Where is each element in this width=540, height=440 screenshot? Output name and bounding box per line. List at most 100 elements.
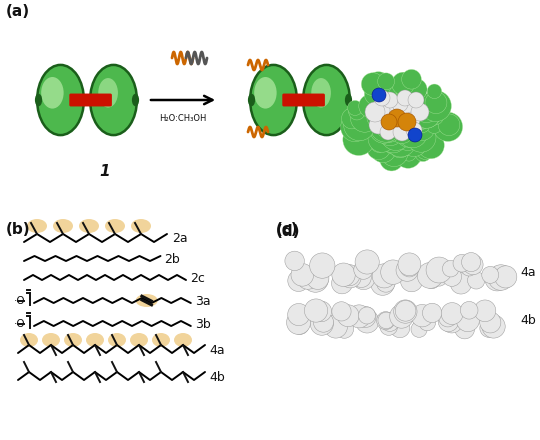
Ellipse shape bbox=[411, 321, 427, 337]
Ellipse shape bbox=[379, 120, 401, 142]
Ellipse shape bbox=[377, 73, 395, 90]
Ellipse shape bbox=[37, 65, 84, 135]
Ellipse shape bbox=[348, 305, 370, 328]
Ellipse shape bbox=[250, 65, 297, 135]
Ellipse shape bbox=[372, 92, 402, 122]
Text: 2a: 2a bbox=[172, 231, 187, 245]
Text: 3a: 3a bbox=[195, 294, 211, 308]
Ellipse shape bbox=[364, 82, 388, 106]
Ellipse shape bbox=[394, 76, 410, 93]
Ellipse shape bbox=[288, 314, 307, 333]
Ellipse shape bbox=[402, 147, 416, 161]
Ellipse shape bbox=[384, 103, 402, 121]
Ellipse shape bbox=[380, 147, 403, 171]
Ellipse shape bbox=[422, 303, 442, 323]
Ellipse shape bbox=[136, 294, 158, 307]
Ellipse shape bbox=[355, 250, 379, 274]
Ellipse shape bbox=[394, 107, 412, 125]
Ellipse shape bbox=[388, 109, 406, 127]
Ellipse shape bbox=[400, 109, 423, 133]
Ellipse shape bbox=[385, 108, 414, 137]
Ellipse shape bbox=[392, 107, 410, 126]
Ellipse shape bbox=[407, 113, 435, 141]
Ellipse shape bbox=[389, 136, 411, 158]
Text: 4b: 4b bbox=[520, 313, 536, 326]
Text: 2c: 2c bbox=[190, 271, 205, 285]
Ellipse shape bbox=[374, 76, 397, 100]
Ellipse shape bbox=[64, 333, 82, 347]
Ellipse shape bbox=[381, 260, 405, 284]
Ellipse shape bbox=[376, 274, 395, 292]
Ellipse shape bbox=[340, 266, 361, 288]
Text: (d): (d) bbox=[276, 224, 300, 239]
Ellipse shape bbox=[396, 122, 421, 147]
Ellipse shape bbox=[339, 264, 360, 286]
Text: (b): (b) bbox=[6, 222, 31, 237]
Ellipse shape bbox=[386, 103, 415, 132]
Ellipse shape bbox=[404, 107, 423, 126]
Ellipse shape bbox=[371, 136, 387, 152]
Ellipse shape bbox=[411, 103, 429, 121]
Text: 1: 1 bbox=[100, 164, 110, 179]
Ellipse shape bbox=[408, 92, 424, 108]
Ellipse shape bbox=[377, 86, 405, 113]
Ellipse shape bbox=[396, 82, 413, 98]
Ellipse shape bbox=[359, 307, 375, 324]
Ellipse shape bbox=[35, 94, 42, 106]
Ellipse shape bbox=[397, 97, 415, 115]
Ellipse shape bbox=[461, 259, 478, 276]
Ellipse shape bbox=[394, 300, 417, 323]
Ellipse shape bbox=[366, 94, 394, 122]
Ellipse shape bbox=[369, 116, 387, 134]
Ellipse shape bbox=[370, 110, 402, 142]
Ellipse shape bbox=[390, 304, 414, 328]
Ellipse shape bbox=[395, 301, 416, 321]
Ellipse shape bbox=[90, 65, 137, 135]
Ellipse shape bbox=[370, 271, 395, 295]
Ellipse shape bbox=[416, 118, 430, 132]
Ellipse shape bbox=[355, 310, 379, 333]
Ellipse shape bbox=[397, 88, 417, 108]
Ellipse shape bbox=[288, 304, 310, 326]
Ellipse shape bbox=[402, 139, 419, 156]
Ellipse shape bbox=[438, 312, 458, 332]
Ellipse shape bbox=[400, 258, 419, 277]
Ellipse shape bbox=[20, 333, 38, 347]
Ellipse shape bbox=[427, 118, 442, 133]
Ellipse shape bbox=[408, 149, 423, 163]
Ellipse shape bbox=[392, 112, 413, 132]
Ellipse shape bbox=[392, 96, 408, 112]
Ellipse shape bbox=[369, 106, 386, 121]
Ellipse shape bbox=[382, 92, 398, 108]
Ellipse shape bbox=[397, 118, 428, 148]
Ellipse shape bbox=[455, 319, 475, 339]
Ellipse shape bbox=[359, 94, 382, 117]
Ellipse shape bbox=[389, 106, 414, 131]
Ellipse shape bbox=[433, 112, 463, 141]
Ellipse shape bbox=[343, 124, 375, 155]
Ellipse shape bbox=[438, 114, 460, 136]
Ellipse shape bbox=[324, 315, 348, 338]
Ellipse shape bbox=[332, 302, 351, 321]
Ellipse shape bbox=[399, 112, 421, 134]
Ellipse shape bbox=[367, 101, 396, 130]
Ellipse shape bbox=[383, 107, 403, 128]
Ellipse shape bbox=[354, 260, 373, 279]
Ellipse shape bbox=[396, 85, 414, 103]
Ellipse shape bbox=[370, 137, 396, 163]
Ellipse shape bbox=[377, 116, 392, 130]
Ellipse shape bbox=[397, 90, 413, 106]
Ellipse shape bbox=[390, 318, 410, 337]
Text: (a): (a) bbox=[6, 4, 30, 19]
Ellipse shape bbox=[482, 267, 499, 283]
Ellipse shape bbox=[305, 299, 328, 322]
Ellipse shape bbox=[414, 125, 429, 139]
Ellipse shape bbox=[307, 267, 329, 290]
Ellipse shape bbox=[397, 112, 420, 133]
FancyBboxPatch shape bbox=[65, 95, 109, 106]
Ellipse shape bbox=[174, 333, 192, 347]
Ellipse shape bbox=[442, 260, 459, 277]
Ellipse shape bbox=[386, 108, 417, 139]
Ellipse shape bbox=[398, 114, 414, 130]
FancyBboxPatch shape bbox=[278, 95, 322, 106]
